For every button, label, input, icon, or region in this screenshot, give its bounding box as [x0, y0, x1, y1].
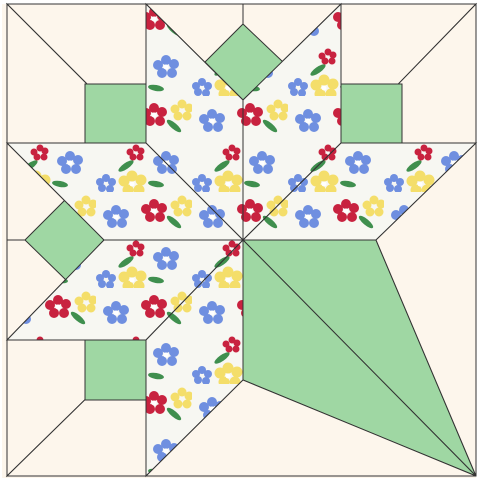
corner-bottom-left [5, 338, 148, 478]
green-square [84, 83, 147, 144]
green-square [84, 339, 147, 401]
corner-top-left [5, 2, 148, 145]
corner-top-right [339, 2, 478, 145]
green-square [340, 83, 403, 144]
block-border [6, 3, 477, 477]
